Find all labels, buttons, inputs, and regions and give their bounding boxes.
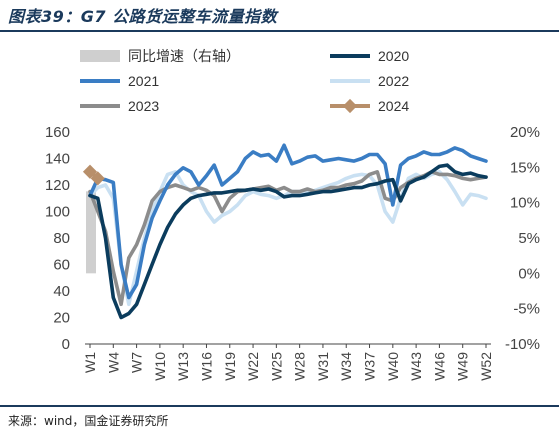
title-rule bbox=[0, 30, 559, 32]
x-tick-label: W16 bbox=[198, 352, 214, 381]
y-tick-label: 140 bbox=[45, 151, 70, 168]
y2-tick-label: -10% bbox=[505, 336, 540, 353]
x-tick-label: W22 bbox=[245, 352, 261, 381]
yoy-bar bbox=[86, 191, 96, 274]
x-tick-label: W37 bbox=[362, 352, 378, 381]
chart-title: 图表39：G7 公路货运整车流量指数 bbox=[8, 7, 278, 26]
x-tick-label: W25 bbox=[268, 352, 284, 381]
source-note: 来源：wind，国金证券研究所 bbox=[8, 414, 169, 428]
y-tick-label: 80 bbox=[53, 230, 70, 247]
x-tick-label: W1 bbox=[82, 352, 98, 373]
y2-tick-label: 5% bbox=[518, 230, 540, 247]
y-tick-label: 120 bbox=[45, 177, 70, 194]
chart-canvas: 同比增速（右轴） 2020 2021 2022 2023 2024 0 20 40 60 80 10… bbox=[45, 48, 540, 381]
x-tick-label: W34 bbox=[338, 352, 354, 381]
legend-label: 2021 bbox=[128, 73, 159, 89]
legend-label: 2024 bbox=[378, 98, 409, 114]
x-tick-label: W19 bbox=[222, 352, 238, 381]
y-tick-label: 20 bbox=[53, 310, 70, 327]
series-line-2022 bbox=[88, 170, 488, 307]
y-tick-label: 100 bbox=[45, 204, 70, 221]
x-tick-label: W28 bbox=[292, 352, 308, 381]
y2-tick-label: 20% bbox=[510, 124, 540, 141]
legend-label: 同比增速（右轴） bbox=[128, 48, 240, 64]
x-tick-label: W49 bbox=[455, 352, 471, 381]
legend-swatch-bar bbox=[80, 50, 120, 62]
y-tick-label: 160 bbox=[45, 124, 70, 141]
x-tick-label: W10 bbox=[152, 352, 168, 381]
x-tick-label: W31 bbox=[315, 352, 331, 381]
x-tick-label: W43 bbox=[408, 352, 424, 381]
y2-tick-label: 15% bbox=[510, 159, 540, 176]
y-tick-label: 60 bbox=[53, 257, 70, 274]
y-tick-label: 0 bbox=[62, 336, 70, 353]
y2-tick-label: -5% bbox=[513, 301, 540, 318]
legend-label: 2020 bbox=[378, 48, 409, 64]
y-tick-label: 40 bbox=[53, 283, 70, 300]
axes-layer: 0 20 40 60 80 100 120 140 160 -10% -5% 0% 5% 10% 15% 20… bbox=[45, 124, 540, 381]
y2-tick-label: 10% bbox=[510, 195, 540, 212]
x-tick-label: W52 bbox=[478, 352, 494, 381]
legend-swatch-marker-point bbox=[342, 98, 358, 114]
legend-label: 2023 bbox=[128, 98, 159, 114]
x-tick-label: W7 bbox=[129, 352, 145, 373]
series-line-2020 bbox=[88, 163, 488, 320]
x-tick-label: W4 bbox=[105, 352, 121, 373]
chart-legend: 同比增速（右轴） 2020 2021 2022 2023 2024 bbox=[80, 48, 409, 114]
x-tick-label: W46 bbox=[431, 352, 447, 381]
line-layer bbox=[82, 143, 488, 320]
x-tick-label: W40 bbox=[385, 352, 401, 381]
legend-label: 2022 bbox=[378, 73, 409, 89]
series-line-2021 bbox=[88, 143, 488, 300]
bar-layer bbox=[86, 191, 96, 274]
footer-rule bbox=[0, 405, 559, 407]
x-tick-label: W13 bbox=[175, 352, 191, 381]
y2-tick-label: 0% bbox=[518, 265, 540, 282]
